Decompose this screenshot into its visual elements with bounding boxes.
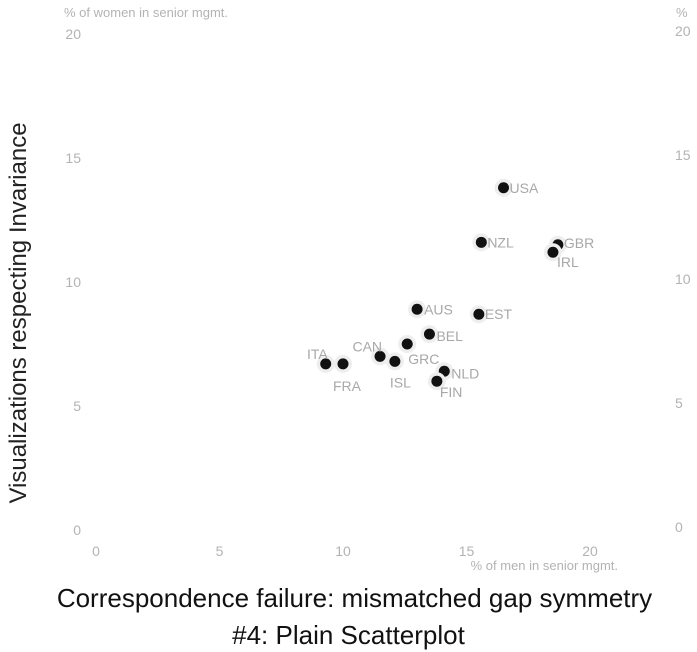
point-usa bbox=[498, 182, 510, 194]
point-label-bel: BEL bbox=[436, 328, 463, 344]
side-label: Visualizations respecting Invariance bbox=[5, 122, 32, 503]
y-ticks-right: 0 5 10 15 20 bbox=[675, 23, 691, 535]
point-label-can: CAN bbox=[352, 338, 382, 354]
point-fin bbox=[431, 375, 443, 387]
point-label-fin: FIN bbox=[440, 384, 463, 400]
point-irl bbox=[547, 246, 559, 258]
point-ita bbox=[320, 358, 332, 370]
caption-line-2: #4: Plain Scatterplot bbox=[232, 620, 465, 650]
point-label-nld: NLD bbox=[451, 365, 479, 381]
point-bel bbox=[423, 328, 435, 340]
point-label-grc: GRC bbox=[408, 351, 439, 367]
x-tick-label: 20 bbox=[582, 543, 598, 559]
points bbox=[316, 178, 567, 391]
y-tick-label: 10 bbox=[65, 274, 81, 290]
point-est bbox=[473, 308, 485, 320]
y-tick-label: 0 bbox=[73, 522, 81, 538]
point-label-ita: ITA bbox=[307, 346, 328, 362]
point-grc bbox=[401, 338, 413, 350]
y-tick-label-right: 5 bbox=[675, 395, 683, 411]
point-label-irl: IRL bbox=[557, 254, 579, 270]
y-ticks-left: 0 5 10 15 20 bbox=[65, 26, 81, 538]
caption-line-1: Correspondence failure: mismatched gap s… bbox=[56, 583, 653, 613]
y-tick-label: 20 bbox=[65, 26, 81, 42]
x-tick-label: 15 bbox=[459, 543, 475, 559]
point-label-nzl: NZL bbox=[487, 234, 514, 250]
x-axis-title: % of men in senior mgmt. bbox=[471, 558, 618, 573]
x-tick-label: 0 bbox=[92, 543, 100, 559]
y-tick-label-right: 20 bbox=[675, 23, 691, 39]
point-label-est: EST bbox=[485, 306, 513, 322]
y-tick-label-right: 15 bbox=[675, 147, 691, 163]
point-nzl bbox=[475, 236, 487, 248]
point-label-usa: USA bbox=[510, 180, 539, 196]
x-ticks: 0 5 10 15 20 bbox=[92, 543, 598, 559]
y-tick-label-right: 0 bbox=[675, 519, 683, 535]
x-tick-label: 5 bbox=[216, 543, 224, 559]
point-isl bbox=[389, 355, 401, 367]
point-label-isl: ISL bbox=[390, 374, 411, 390]
y-tick-label: 15 bbox=[65, 150, 81, 166]
y-tick-label: 5 bbox=[73, 398, 81, 414]
y-axis-title: % of women in senior mgmt. bbox=[64, 5, 228, 20]
point-label-fra: FRA bbox=[333, 378, 362, 394]
point-can bbox=[374, 350, 386, 362]
scatter-chart: Visualizations respecting Invariance % o… bbox=[5, 5, 691, 573]
x-tick-label: 10 bbox=[335, 543, 351, 559]
point-label-gbr: GBR bbox=[564, 235, 594, 251]
y-axis-title-right: % bbox=[676, 5, 688, 20]
point-fra bbox=[337, 358, 349, 370]
y-tick-label-right: 10 bbox=[675, 271, 691, 287]
point-aus bbox=[411, 303, 423, 315]
point-label-aus: AUS bbox=[424, 301, 453, 317]
point-labels: USA NZL GBR IRL AUS EST BEL GRC CAN ISL ITA FRA NLD F… bbox=[307, 180, 594, 400]
